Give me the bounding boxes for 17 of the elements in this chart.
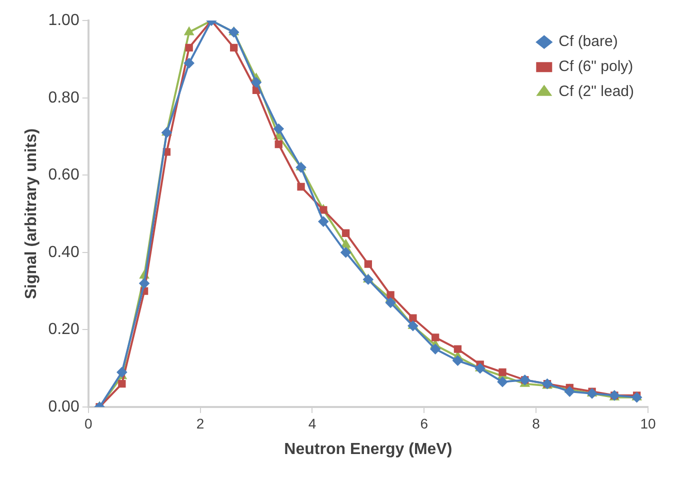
x-tick-label: 0 (84, 415, 92, 432)
x-tick-label: 6 (420, 415, 428, 432)
y-tick-label: 0.40 (48, 244, 80, 261)
x-tick-label: 4 (308, 415, 316, 432)
y-tick-label: 0.20 (48, 321, 80, 338)
legend-label: Cf (6" poly) (558, 58, 634, 76)
y-tick-label: 1.00 (48, 12, 80, 30)
legend-label: Cf (2" lead) (558, 83, 634, 100)
x-tick-label: 10 (640, 415, 656, 432)
x-tick-label: 2 (196, 415, 204, 432)
x-tick-label: 8 (532, 415, 540, 432)
y-tick-label: 0.80 (48, 89, 80, 106)
x-axis-title: Neutron Energy (MeV) (284, 440, 452, 458)
y-tick-label: 0.00 (48, 398, 80, 416)
legend-label: Cf (bare) (558, 33, 618, 50)
y-tick-label: 0.60 (48, 166, 80, 184)
y-axis-title: Signal (arbitrary units) (23, 128, 40, 300)
